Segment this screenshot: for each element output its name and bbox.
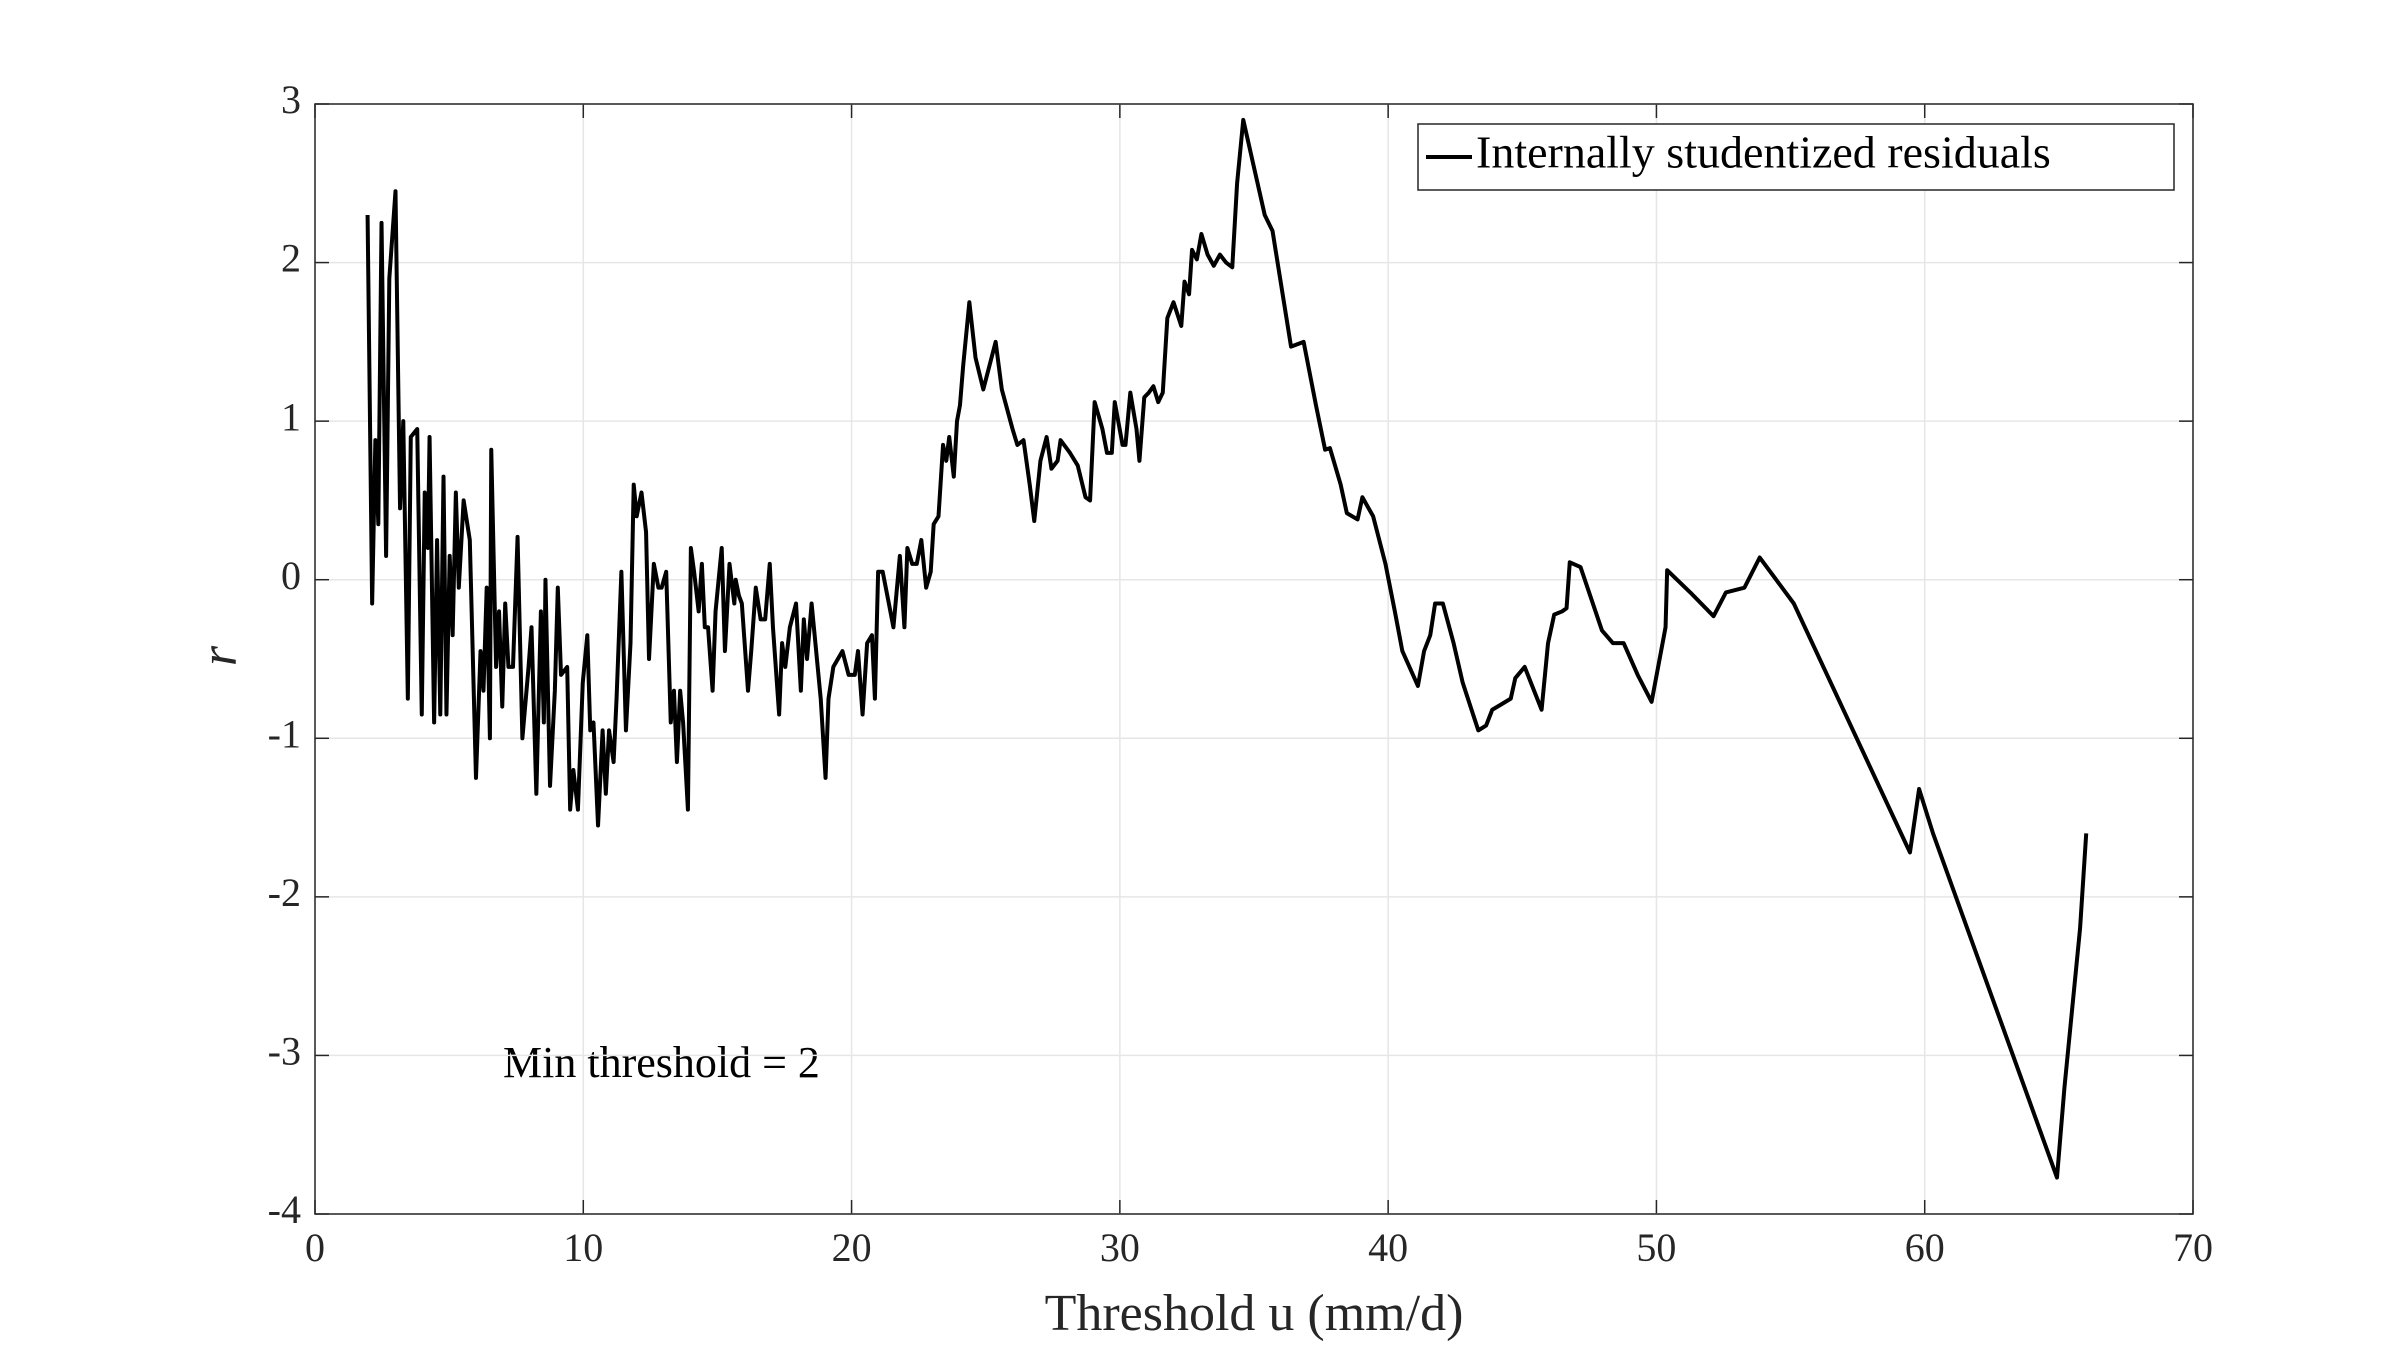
- data-line: [365, 117, 2089, 1180]
- x-tick-label: 30: [1100, 1225, 1140, 1270]
- x-tick-label: 60: [1905, 1225, 1945, 1270]
- y-tick-label: -4: [268, 1187, 301, 1232]
- y-tick-label: 3: [281, 77, 301, 122]
- y-tick-label: -3: [268, 1029, 301, 1074]
- x-tick-label: 20: [832, 1225, 872, 1270]
- y-tick-label: 0: [281, 553, 301, 598]
- x-tick-label: 70: [2173, 1225, 2213, 1270]
- annotation: Min threshold = 2: [503, 1038, 820, 1087]
- legend-box: [1417, 123, 2175, 191]
- x-tick-label: 0: [305, 1225, 325, 1270]
- x-tick-label: 50: [1636, 1225, 1676, 1270]
- x-tick-label: 40: [1368, 1225, 1408, 1270]
- plot-frame: [314, 103, 2194, 1215]
- y-axis-label: r: [191, 645, 248, 666]
- y-tick-label: -1: [268, 711, 301, 756]
- x-axis-label: Threshold u (mm/d): [1045, 1285, 1464, 1342]
- legend-label: Internally studentized residuals: [1476, 127, 2051, 178]
- y-tick-label: 2: [281, 236, 301, 281]
- y-tick-label: 1: [281, 394, 301, 439]
- x-tick-label: 10: [563, 1225, 603, 1270]
- y-tick-label: -2: [268, 870, 301, 915]
